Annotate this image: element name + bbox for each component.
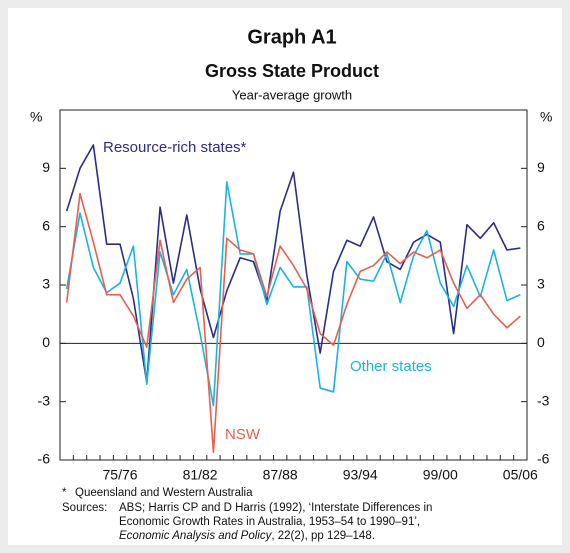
- y-unit: %: [540, 109, 552, 125]
- series-label: Resource-rich states*: [103, 139, 247, 156]
- x-tick-label: 93/94: [343, 467, 378, 483]
- y-unit: %: [30, 109, 42, 125]
- x-tick-label: 75/76: [103, 467, 138, 483]
- y-tick-label: -6: [38, 451, 51, 467]
- y-tick-label: 9: [537, 159, 545, 175]
- y-tick-label: -3: [38, 392, 51, 408]
- sources-line: Economic Growth Rates in Australia, 1953…: [119, 516, 420, 528]
- y-tick-label: 3: [537, 276, 545, 292]
- sources-tail: , 22(2), pp 129–148.: [271, 530, 375, 542]
- series-line: [65, 144, 521, 384]
- y-tick-label: 6: [537, 217, 545, 233]
- y-tick-label: -6: [537, 451, 550, 467]
- x-tick-label: 05/06: [503, 467, 538, 483]
- x-tick-label: 87/88: [263, 467, 298, 483]
- x-tick-label: 81/82: [183, 467, 218, 483]
- chart-description: Year-average growth: [232, 87, 352, 102]
- chart-subtitle: Gross State Product: [205, 61, 379, 81]
- footnote-mark: *: [62, 487, 67, 499]
- y-tick-label: 0: [537, 334, 545, 350]
- series-label: Other states: [350, 358, 432, 375]
- y-tick-label: 6: [42, 217, 50, 233]
- sources-label: Sources:: [62, 502, 107, 514]
- x-tick-label: 99/00: [423, 467, 458, 483]
- chart-title: Graph A1: [247, 26, 336, 48]
- series-line: [65, 192, 521, 454]
- sources-italic: Economic Analysis and Policy: [119, 530, 273, 542]
- sources-line: Economic Analysis and Policy, 22(2), pp …: [119, 530, 375, 542]
- sources-line: ABS; Harris CP and D Harris (1992), ‘Int…: [119, 502, 432, 514]
- series-label: NSW: [225, 426, 261, 443]
- footnote: Queensland and Western Australia: [75, 487, 253, 499]
- y-tick-label: 9: [42, 159, 50, 175]
- y-tick-label: -3: [537, 392, 550, 408]
- y-tick-label: 3: [42, 276, 50, 292]
- y-tick-label: 0: [42, 334, 50, 350]
